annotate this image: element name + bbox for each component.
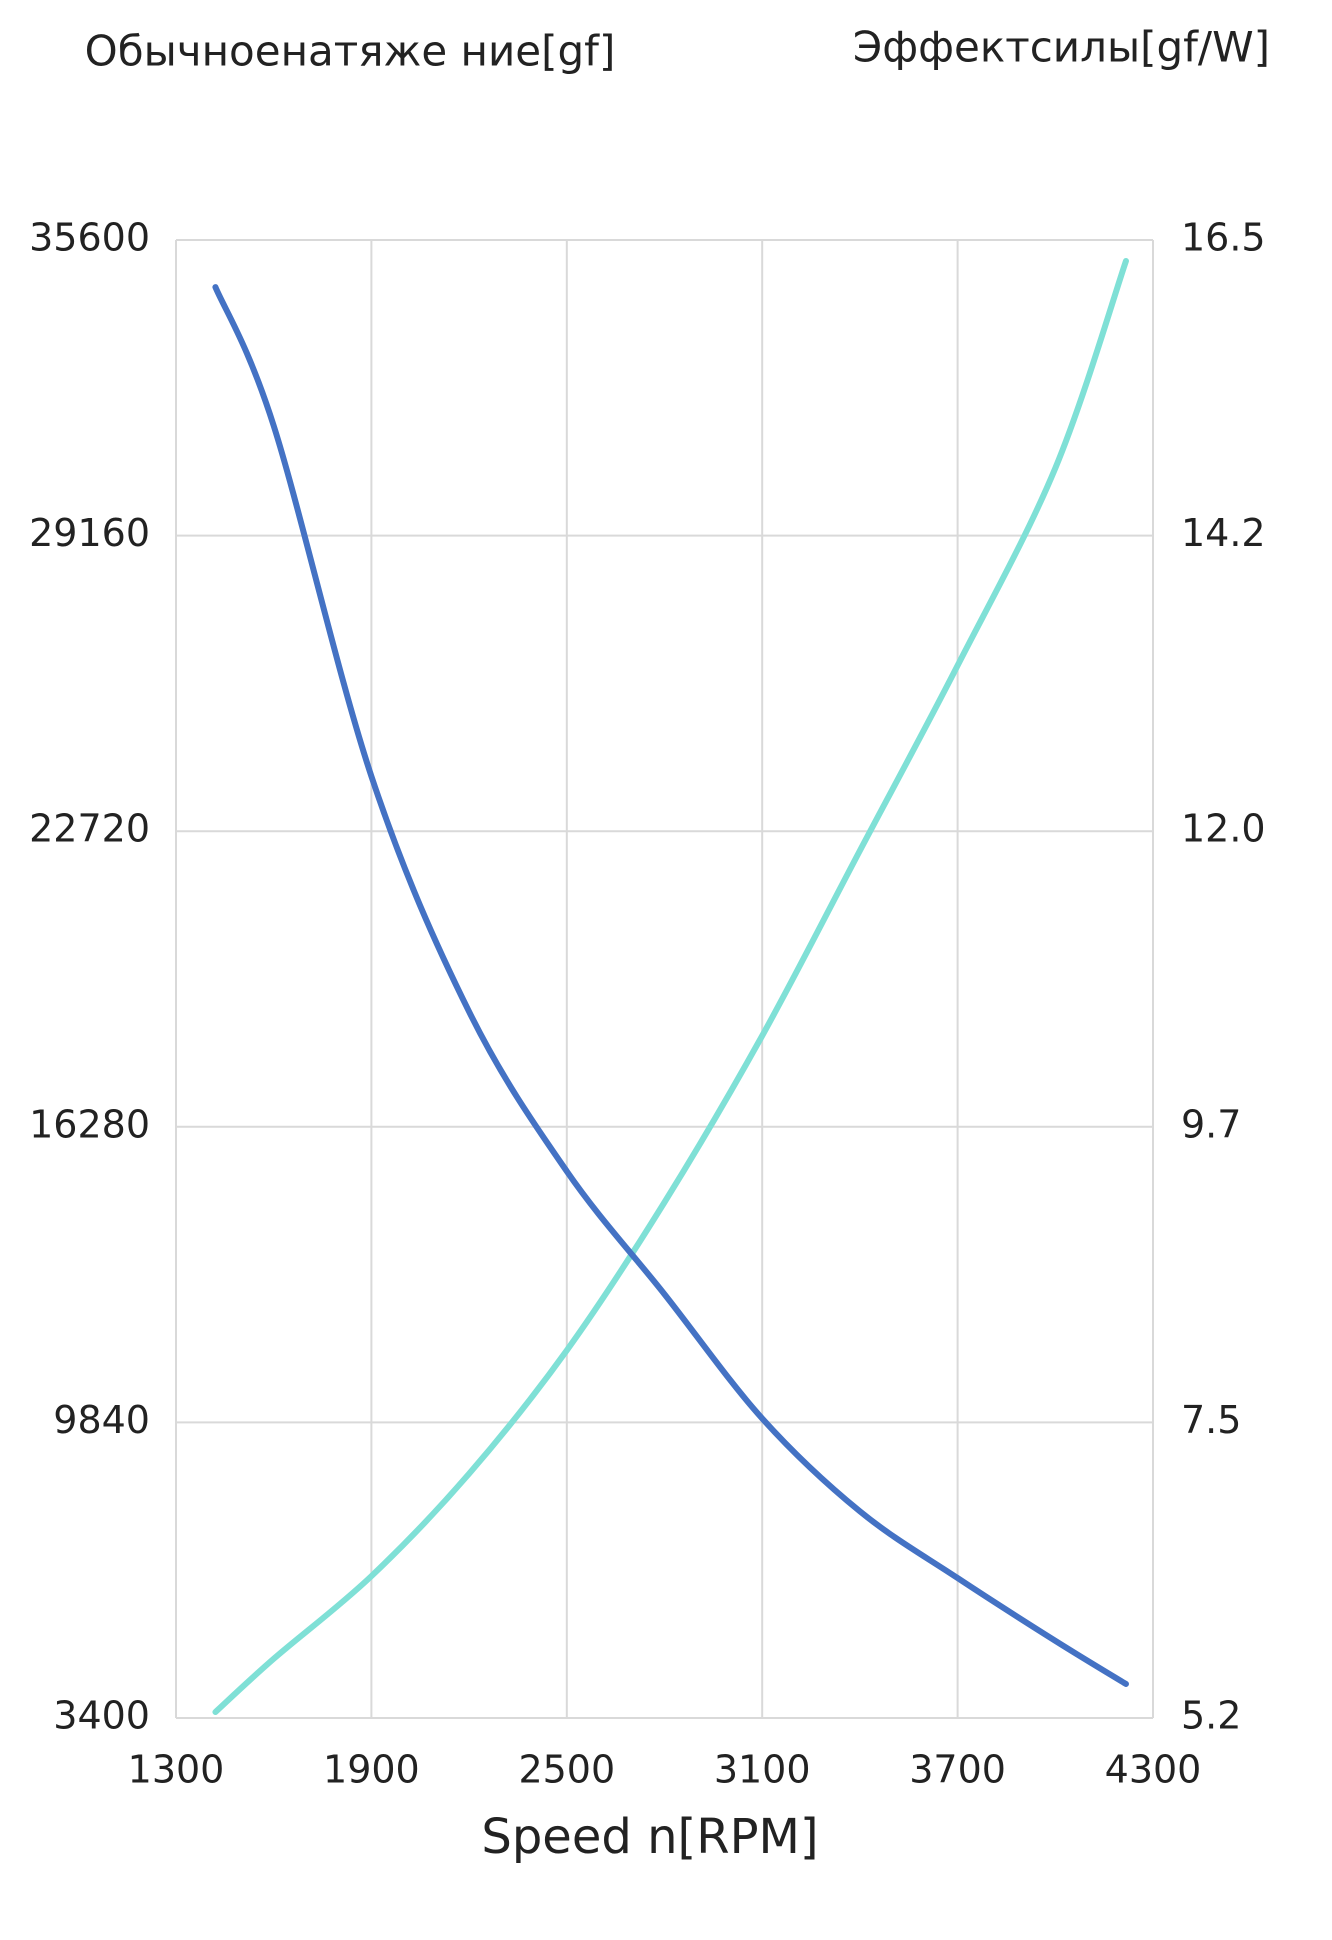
legend-right: Эффектсилы[gf/W] (853, 23, 1270, 72)
y2-tick-label: 16.5 (1181, 216, 1266, 260)
y2-tick-label: 14.2 (1181, 511, 1266, 555)
x-tick-label: 2500 (518, 1748, 615, 1792)
y2-tick-label: 5.2 (1181, 1694, 1241, 1738)
legend-left: Обычноенатяже ние[gf] (85, 27, 616, 76)
series-line (212, 257, 1129, 1716)
x-tick-label: 3700 (909, 1748, 1006, 1792)
y-tick-label: 22720 (29, 807, 150, 851)
y-tick-label: 16280 (29, 1102, 150, 1146)
y2-tick-label: 7.5 (1181, 1398, 1241, 1442)
y-tick-label: 35600 (29, 216, 150, 260)
series-line (212, 284, 1129, 1687)
x-tick-label: 3100 (714, 1748, 811, 1792)
x-axis-title: Speed n[RPM] (481, 1809, 818, 1865)
x-tick-label: 1900 (323, 1748, 420, 1792)
x-tick-label: 1300 (128, 1748, 225, 1792)
y2-tick-label: 9.7 (1181, 1102, 1241, 1146)
y2-tick-label: 12.0 (1181, 807, 1266, 851)
y-tick-label: 29160 (29, 511, 150, 555)
y-tick-label: 9840 (53, 1398, 150, 1442)
x-tick-label: 4300 (1105, 1748, 1202, 1792)
y-tick-label: 3400 (53, 1694, 150, 1738)
